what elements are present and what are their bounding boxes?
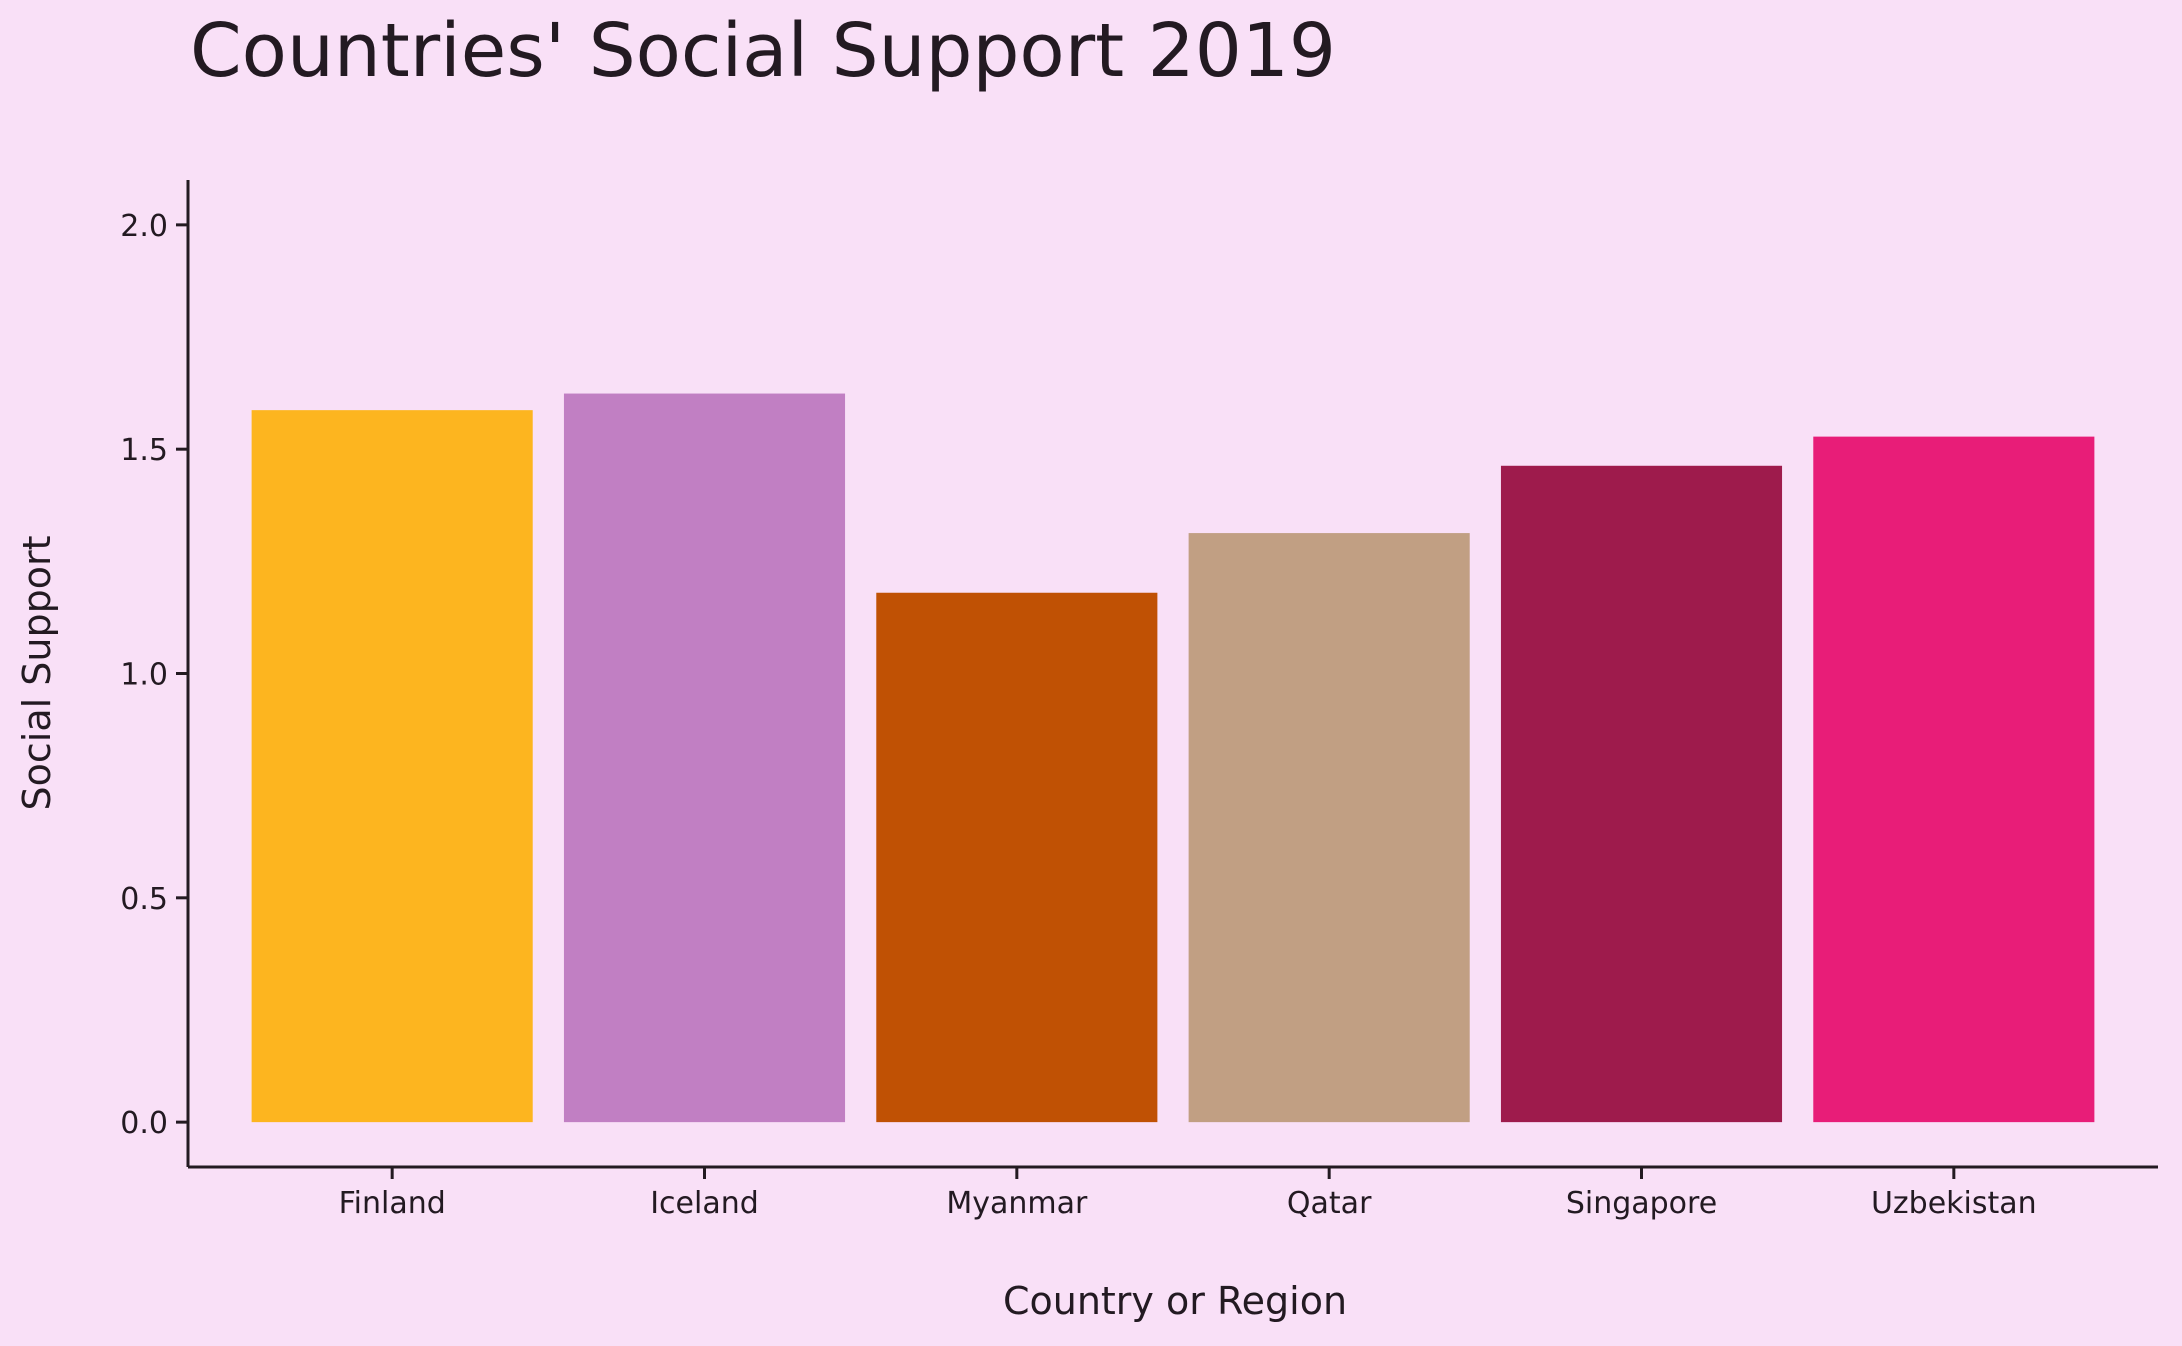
x-axis: Finland Iceland Myanmar Qatar Singapore Uzbek… (188, 1165, 2158, 1221)
bar-singapore (1500, 465, 1783, 1123)
x-tick-label: Myanmar (946, 1186, 1088, 1221)
x-tick-label: Uzbekistan (1871, 1186, 2037, 1221)
bar-qatar (1188, 533, 1470, 1123)
bar-iceland (563, 393, 846, 1123)
x-tick-label: Qatar (1287, 1186, 1372, 1221)
bar-uzbekistan (1813, 436, 2095, 1123)
y-tick-label: 0.5 (120, 882, 168, 917)
x-tick-label: Iceland (650, 1186, 759, 1221)
bar-myanmar (876, 592, 1158, 1123)
bar-finland (251, 410, 533, 1123)
chart-title: Countries' Social Support 2019 (190, 8, 1336, 94)
y-tick-label: 0.0 (120, 1106, 168, 1141)
x-tick-label: Finland (339, 1186, 446, 1221)
y-tick-label: 1.0 (120, 658, 168, 693)
y-axis-title: Social Support (15, 536, 59, 811)
y-axis: 0.0 0.5 1.0 1.5 2.0 (120, 180, 190, 1167)
x-axis-title: Country or Region (1003, 1279, 1347, 1323)
y-tick-label: 1.5 (120, 433, 168, 468)
y-tick-label: 2.0 (120, 209, 168, 244)
bars-group (251, 393, 2095, 1123)
x-tick-label: Singapore (1566, 1186, 1717, 1221)
